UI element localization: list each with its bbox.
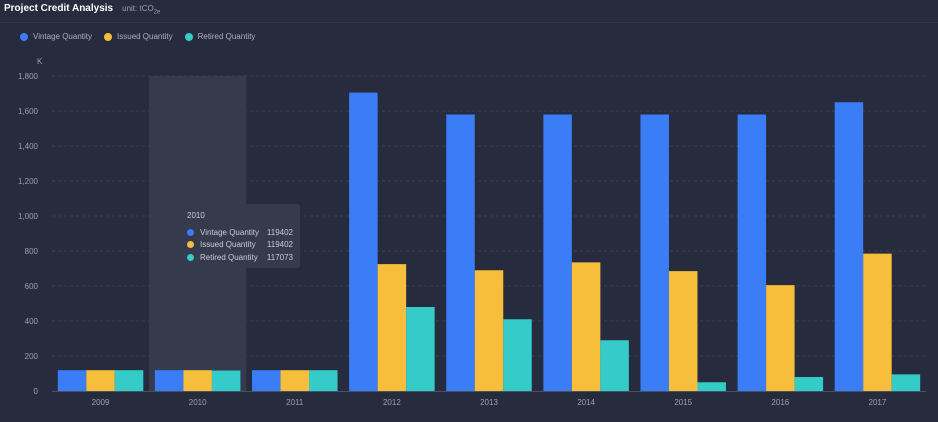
y-tick-label: 1,000 bbox=[18, 212, 39, 221]
legend-label-issued: Issued Quantity bbox=[117, 32, 173, 41]
tooltip: 2010 Vintage Quantity 119402 Issued Quan… bbox=[180, 204, 300, 268]
tooltip-name: Issued Quantity bbox=[200, 240, 256, 250]
bar-issued-quantity-2017[interactable] bbox=[863, 253, 892, 391]
y-tick-label: 400 bbox=[25, 317, 39, 326]
bar-retired-quantity-2013[interactable] bbox=[503, 319, 532, 391]
bar-vintage-quantity-2011[interactable] bbox=[252, 370, 281, 391]
bar-retired-quantity-2017[interactable] bbox=[891, 374, 921, 391]
bar-vintage-quantity-2017[interactable] bbox=[834, 102, 864, 391]
legend-dot-retired bbox=[184, 32, 193, 41]
bar-issued-quantity-2011[interactable] bbox=[280, 370, 310, 391]
legend-dot-issued bbox=[104, 32, 113, 41]
bar-vintage-quantity-2010[interactable] bbox=[154, 370, 184, 391]
bar-vintage-quantity-2012[interactable] bbox=[349, 92, 378, 391]
x-tick-label: 2012 bbox=[383, 398, 401, 407]
legend: Vintage Quantity Issued Quantity Retired… bbox=[20, 32, 255, 41]
tooltip-dot-vintage bbox=[187, 228, 194, 236]
tooltip-name: Vintage Quantity bbox=[200, 227, 260, 237]
bar-retired-quantity-2016[interactable] bbox=[794, 377, 824, 391]
bar-issued-quantity-2015[interactable] bbox=[668, 271, 698, 391]
bar-retired-quantity-2010[interactable] bbox=[211, 370, 241, 391]
x-tick-label: 2013 bbox=[480, 398, 498, 407]
x-tick-label: 2015 bbox=[674, 398, 692, 407]
tooltip-name: Retired Quantity bbox=[200, 252, 258, 262]
x-tick-label: 2011 bbox=[286, 398, 304, 407]
legend-dot-vintage bbox=[20, 32, 28, 41]
tooltip-value: 119402 bbox=[266, 227, 293, 237]
bar-vintage-quantity-2013[interactable] bbox=[446, 114, 475, 392]
tooltip-dot-retired bbox=[187, 253, 194, 261]
chart-header: Project Credit Analysis unit: tCO2e bbox=[4, 3, 160, 16]
y-tick-label: 1,400 bbox=[18, 142, 39, 151]
unit-label: unit: tCO2e bbox=[122, 4, 161, 16]
x-tick-label: 2014 bbox=[577, 398, 595, 407]
legend-item-retired[interactable]: Retired Quantity bbox=[184, 32, 256, 41]
bar-issued-quantity-2013[interactable] bbox=[474, 270, 504, 391]
y-tick-label: 600 bbox=[25, 282, 39, 291]
y-tick-label: 800 bbox=[25, 247, 39, 256]
legend-item-issued[interactable]: Issued Quantity bbox=[104, 32, 173, 41]
x-axis-ticks: 2009 2010 2011 2012 2013 2014 2015 2016 2017 bbox=[92, 398, 887, 407]
bar-vintage-quantity-2016[interactable] bbox=[737, 114, 767, 392]
tooltip-row: Retired Quantity 117073 bbox=[187, 251, 293, 264]
x-tick-label: 2010 bbox=[189, 398, 207, 407]
tooltip-row: Issued Quantity 119402 bbox=[187, 239, 293, 252]
x-tick-label: 2016 bbox=[771, 398, 789, 407]
y-axis-ticks: 0 200 400 600 800 1,000 1,200 1,400 1,600 1,800 bbox=[18, 72, 39, 396]
legend-item-vintage[interactable]: Vintage Quantity bbox=[20, 32, 92, 41]
bar-retired-quantity-2014[interactable] bbox=[600, 340, 629, 391]
bar-retired-quantity-2015[interactable] bbox=[697, 382, 726, 391]
x-tick-label: 2017 bbox=[869, 398, 887, 407]
y-tick-label: 1,800 bbox=[18, 72, 39, 81]
y-tick-label: 200 bbox=[25, 352, 39, 361]
bar-issued-quantity-2012[interactable] bbox=[377, 264, 407, 391]
tooltip-value: 119402 bbox=[266, 240, 293, 250]
bar-vintage-quantity-2014[interactable] bbox=[543, 114, 572, 392]
tooltip-title: 2010 bbox=[187, 211, 205, 220]
tooltip-value: 117073 bbox=[266, 252, 293, 262]
legend-label-vintage: Vintage Quantity bbox=[33, 32, 93, 41]
bar-retired-quantity-2009[interactable] bbox=[114, 370, 144, 391]
bar-issued-quantity-2010[interactable] bbox=[183, 370, 212, 391]
bars[interactable] bbox=[57, 92, 921, 392]
y-tick-label: 0 bbox=[34, 387, 39, 396]
bar-issued-quantity-2009[interactable] bbox=[86, 370, 115, 391]
tooltip-dot-issued bbox=[187, 241, 194, 249]
y-tick-label: 1,200 bbox=[18, 177, 39, 186]
bar-retired-quantity-2011[interactable] bbox=[309, 370, 338, 391]
bar-retired-quantity-2012[interactable] bbox=[406, 307, 435, 391]
header-divider bbox=[0, 22, 938, 23]
x-tick-label: 2009 bbox=[92, 398, 110, 407]
bar-issued-quantity-2014[interactable] bbox=[571, 262, 601, 391]
legend-label-retired: Retired Quantity bbox=[197, 32, 256, 41]
y-tick-label: 1,600 bbox=[18, 107, 39, 116]
chart-title: Project Credit Analysis bbox=[4, 3, 114, 14]
bar-vintage-quantity-2009[interactable] bbox=[57, 370, 87, 391]
bar-vintage-quantity-2015[interactable] bbox=[640, 114, 669, 392]
bar-issued-quantity-2016[interactable] bbox=[766, 285, 795, 391]
y-axis-unit-label: K bbox=[37, 57, 43, 66]
tooltip-row: Vintage Quantity 119402 bbox=[187, 226, 293, 239]
